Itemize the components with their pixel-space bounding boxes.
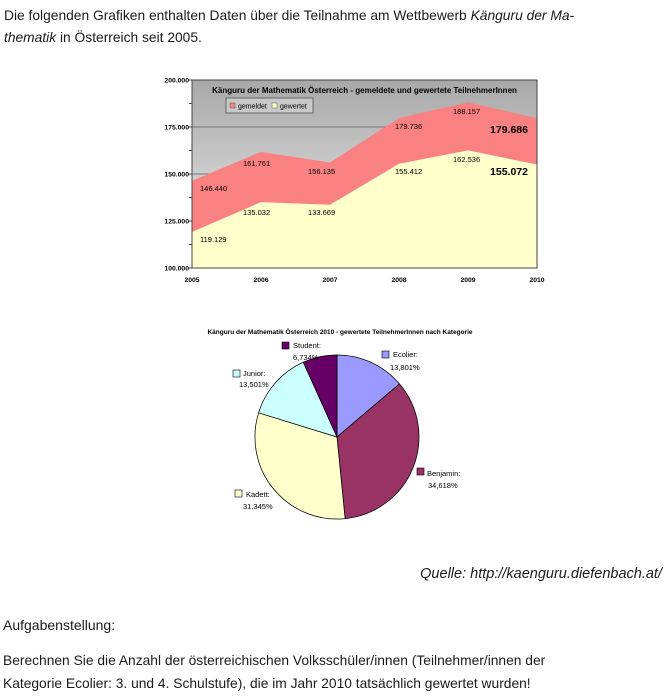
pie-label-pct-kadett: 31,345% (243, 502, 273, 511)
data-label-gemeldet: 156.135 (308, 167, 335, 176)
data-label-gewertet: 155.072 (490, 166, 528, 178)
x-axis-label: 2010 (529, 277, 544, 284)
task-text-line1: Berechnen Sie die Anzahl der österreichi… (3, 653, 546, 668)
x-axis-label: 2009 (460, 277, 475, 284)
pie-label-name-junior: Junior: (243, 369, 266, 378)
pie-slice-student (302, 354, 338, 438)
pie-slice-benjamin (336, 383, 420, 520)
pie-slice-kadett (254, 412, 346, 520)
pie-slice-junior (258, 361, 338, 438)
y-axis-label: 175.000 (164, 125, 189, 132)
legend-marker-gewertet (271, 102, 278, 109)
legend-marker-gemeldet (229, 102, 236, 109)
pie-label-pct-benjamin: 34,618% (428, 481, 458, 490)
y-axis-label: 150.000 (164, 172, 189, 179)
pie-label-name-kadett: Kadett: (246, 490, 270, 499)
data-label-gemeldet: 146.440 (200, 184, 227, 193)
intro-text-2: in Österreich seit 2005. (56, 29, 202, 45)
task-text-line2: Kategorie Ecolier: 3. und 4. Schulstufe)… (3, 675, 531, 691)
pie-legend-marker-kadett (234, 489, 243, 498)
x-axis-label: 2006 (253, 277, 268, 284)
pie-label-pct-student: 6,734% (293, 353, 319, 362)
legend-label-gewertet: gewertet (280, 104, 307, 111)
pie-legend-marker-junior (232, 369, 241, 378)
intro-italic-1: Känguru der Ma- (470, 8, 575, 23)
data-label-gewertet: 135.032 (243, 208, 270, 217)
data-label-gewertet: 119.129 (200, 235, 227, 244)
x-axis-label: 2008 (391, 277, 406, 284)
pie-label-name-student: Student: (293, 341, 321, 350)
pie-chart-figure: Känguru der Mathematik Österreich 2010 -… (180, 325, 510, 540)
intro-text-1: Die folgenden Grafiken enthalten Daten ü… (4, 8, 471, 23)
legend-box (225, 97, 314, 114)
area-chart-figure: 100.000 125.000 150.000 175.000 200.000 2005 2… (160, 70, 560, 288)
source-citation: Quelle: http://kaenguru.diefenbach.at/ (420, 566, 662, 582)
pie-label-pct-ecolier: 13,801% (390, 363, 420, 372)
area-chart-title: Känguru der Mathematik Österreich - geme… (212, 86, 517, 95)
y-axis-label: 125.000 (164, 219, 189, 226)
y-axis-label: 200.000 (164, 78, 189, 85)
pie-legend-marker-benjamin (416, 467, 425, 476)
task-text: Berechnen Sie die Anzahl der österreichi… (3, 650, 667, 695)
x-axis-label: 2005 (184, 277, 199, 284)
pie-label-name-ecolier: Ecolier: (393, 350, 418, 359)
x-axis-label: 2007 (322, 277, 337, 284)
data-label-gemeldet: 188.157 (453, 107, 480, 116)
area-chart: 100.000 125.000 150.000 175.000 200.000 2005 2… (164, 78, 544, 285)
pie-chart-title: Känguru der Mathematik Österreich 2010 -… (207, 327, 472, 336)
data-label-gemeldet: 179.686 (490, 124, 528, 136)
area-series-gewertet (192, 150, 537, 268)
intro-paragraph: Die folgenden Grafiken enthalten Daten ü… (4, 5, 666, 48)
task-heading: Aufgabenstellung: (3, 617, 116, 633)
pie-label-pct-junior: 13,501% (239, 380, 269, 389)
pie-legend-marker-ecolier (381, 350, 390, 359)
pie-legend-marker-student (281, 341, 290, 350)
legend-label-gemeldet: gemeldet (238, 104, 267, 111)
data-label-gemeldet: 179.736 (395, 122, 422, 131)
pie-chart: Känguru der Mathematik Österreich 2010 -… (207, 327, 473, 520)
pie-label-name-benjamin: Benjamin: (427, 469, 460, 478)
data-label-gewertet: 162.536 (453, 155, 480, 164)
data-label-gewertet: 155.412 (395, 167, 422, 176)
data-label-gewertet: 133.669 (308, 208, 335, 217)
y-axis-label: 100.000 (164, 266, 189, 273)
data-label-gemeldet: 161.761 (243, 159, 270, 168)
pie-slice-ecolier (336, 354, 401, 438)
intro-italic-2: thematik (4, 29, 57, 45)
